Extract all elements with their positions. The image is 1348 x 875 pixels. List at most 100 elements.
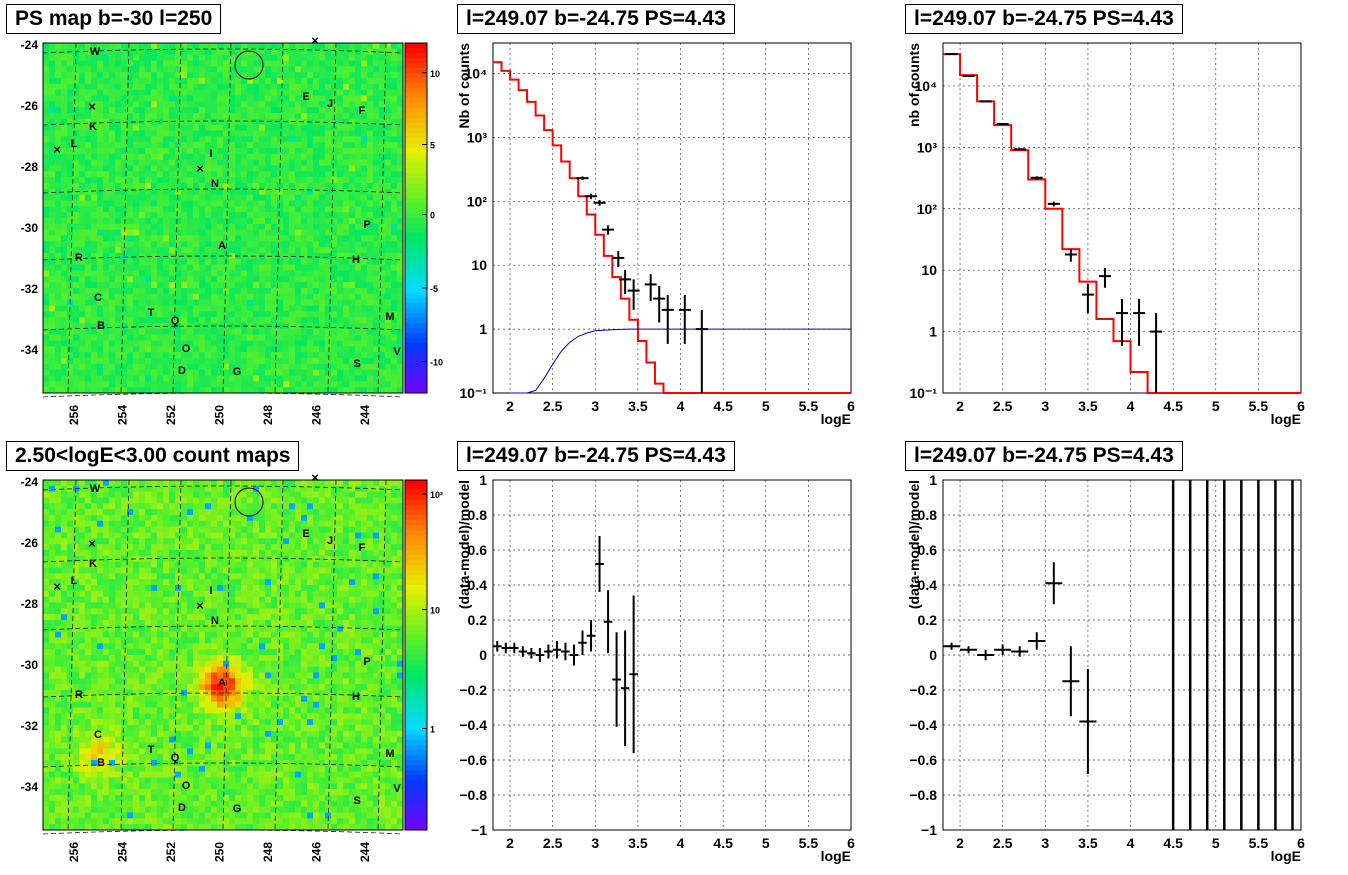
heatmap-cell bbox=[163, 95, 170, 102]
heatmap-cell bbox=[73, 585, 80, 592]
heatmap-cell bbox=[133, 60, 140, 67]
heatmap-cell bbox=[97, 95, 104, 102]
heatmap-cell bbox=[253, 113, 260, 120]
heatmap-cell bbox=[43, 363, 50, 370]
heatmap-cell bbox=[121, 730, 128, 737]
heatmap-cell bbox=[73, 760, 80, 767]
heatmap-cell bbox=[211, 188, 218, 195]
colorbar-swatch bbox=[405, 338, 427, 344]
heatmap-cell bbox=[145, 655, 152, 662]
heatmap-cell bbox=[103, 136, 110, 143]
heatmap-cell bbox=[73, 247, 80, 254]
heatmap-cell bbox=[157, 725, 164, 732]
heatmap-cell bbox=[43, 771, 50, 778]
heatmap-cell bbox=[295, 340, 302, 347]
heatmap-cell bbox=[109, 118, 116, 125]
heatmap-cell bbox=[199, 188, 206, 195]
heatmap-cell bbox=[241, 101, 248, 108]
heatmap-cell bbox=[91, 497, 98, 504]
heatmap-cell bbox=[265, 206, 272, 213]
heatmap-cell bbox=[157, 48, 164, 55]
heatmap-cell bbox=[163, 334, 170, 341]
heatmap-cell bbox=[67, 375, 74, 382]
heatmap-cell bbox=[103, 48, 110, 55]
heatmap-cell bbox=[247, 43, 254, 50]
heatmap-cell bbox=[121, 800, 128, 807]
heatmap-cell bbox=[229, 381, 236, 388]
heatmap-cell bbox=[241, 328, 248, 335]
heatmap-cell bbox=[277, 317, 284, 324]
heatmap-cell bbox=[325, 148, 332, 155]
heatmap-cell bbox=[55, 54, 62, 61]
heatmap-cell bbox=[235, 83, 242, 90]
heatmap-cell bbox=[355, 165, 362, 172]
heatmap-cell bbox=[247, 130, 254, 137]
heatmap-cell bbox=[157, 194, 164, 201]
heatmap-cell bbox=[247, 194, 254, 201]
heatmap-cell bbox=[115, 159, 122, 166]
heatmap-cell bbox=[199, 54, 206, 61]
heatmap-cell bbox=[91, 602, 98, 609]
heatmap-cell bbox=[391, 323, 398, 330]
heatmap-cell bbox=[97, 346, 104, 353]
heatmap-cell bbox=[163, 771, 170, 778]
heatmap-cell bbox=[85, 684, 92, 691]
source-marker: × bbox=[88, 99, 96, 114]
heatmap-cell bbox=[103, 171, 110, 178]
heatmap-cell bbox=[157, 101, 164, 108]
heatmap-cell bbox=[145, 293, 152, 300]
heatmap-cell bbox=[295, 387, 302, 394]
heatmap-cell bbox=[85, 72, 92, 79]
heatmap-cell bbox=[265, 159, 272, 166]
heatmap-cell bbox=[307, 83, 314, 90]
heatmap-cell bbox=[283, 89, 290, 96]
heatmap-cell bbox=[289, 212, 296, 219]
heatmap-cell bbox=[343, 153, 350, 160]
heatmap-cell bbox=[133, 625, 140, 632]
heatmap-cell bbox=[175, 101, 182, 108]
heatmap-cell bbox=[61, 288, 68, 295]
heatmap-cell bbox=[43, 305, 50, 312]
heatmap-cell bbox=[43, 497, 50, 504]
heatmap-cell bbox=[91, 328, 98, 335]
heatmap-cell bbox=[97, 206, 104, 213]
heatmap-cell bbox=[301, 43, 308, 50]
heatmap-cell bbox=[211, 183, 218, 190]
heatmap-cell bbox=[277, 218, 284, 225]
heatmap-cell bbox=[139, 317, 146, 324]
heatmap-cell bbox=[109, 538, 116, 545]
heatmap-cell bbox=[199, 223, 206, 230]
heatmap-cell bbox=[49, 299, 56, 306]
heatmap-cell bbox=[193, 188, 200, 195]
heatmap-cell bbox=[289, 89, 296, 96]
colorbar-swatch bbox=[405, 223, 427, 229]
heatmap-cell bbox=[163, 235, 170, 242]
heatmap-cell bbox=[253, 375, 260, 382]
heatmap-cell bbox=[157, 800, 164, 807]
source-label: O bbox=[182, 343, 191, 355]
heatmap-cell bbox=[253, 352, 260, 359]
heatmap-cell bbox=[103, 550, 110, 557]
heatmap-cell bbox=[397, 253, 404, 260]
heatmap-cell bbox=[361, 317, 368, 324]
heatmap-cell bbox=[283, 253, 290, 260]
heatmap-cell bbox=[127, 188, 134, 195]
heatmap-cell bbox=[313, 142, 320, 149]
heatmap-cell bbox=[181, 212, 188, 219]
heatmap-cell bbox=[109, 544, 116, 551]
heatmap-cell bbox=[85, 625, 92, 632]
heatmap-cell bbox=[271, 241, 278, 248]
heatmap-cell bbox=[331, 241, 338, 248]
heatmap-cell bbox=[283, 223, 290, 230]
heatmap-cell bbox=[199, 253, 206, 260]
heatmap-cell bbox=[163, 748, 170, 755]
heatmap-cell bbox=[253, 142, 260, 149]
heatmap-cell bbox=[277, 253, 284, 260]
heatmap-cell bbox=[175, 229, 182, 236]
heatmap-cell bbox=[139, 323, 146, 330]
heatmap-cell bbox=[295, 247, 302, 254]
heatmap-cell bbox=[295, 305, 302, 312]
heatmap-cell bbox=[97, 212, 104, 219]
heatmap-cell bbox=[343, 95, 350, 102]
heatmap-cell bbox=[91, 655, 98, 662]
